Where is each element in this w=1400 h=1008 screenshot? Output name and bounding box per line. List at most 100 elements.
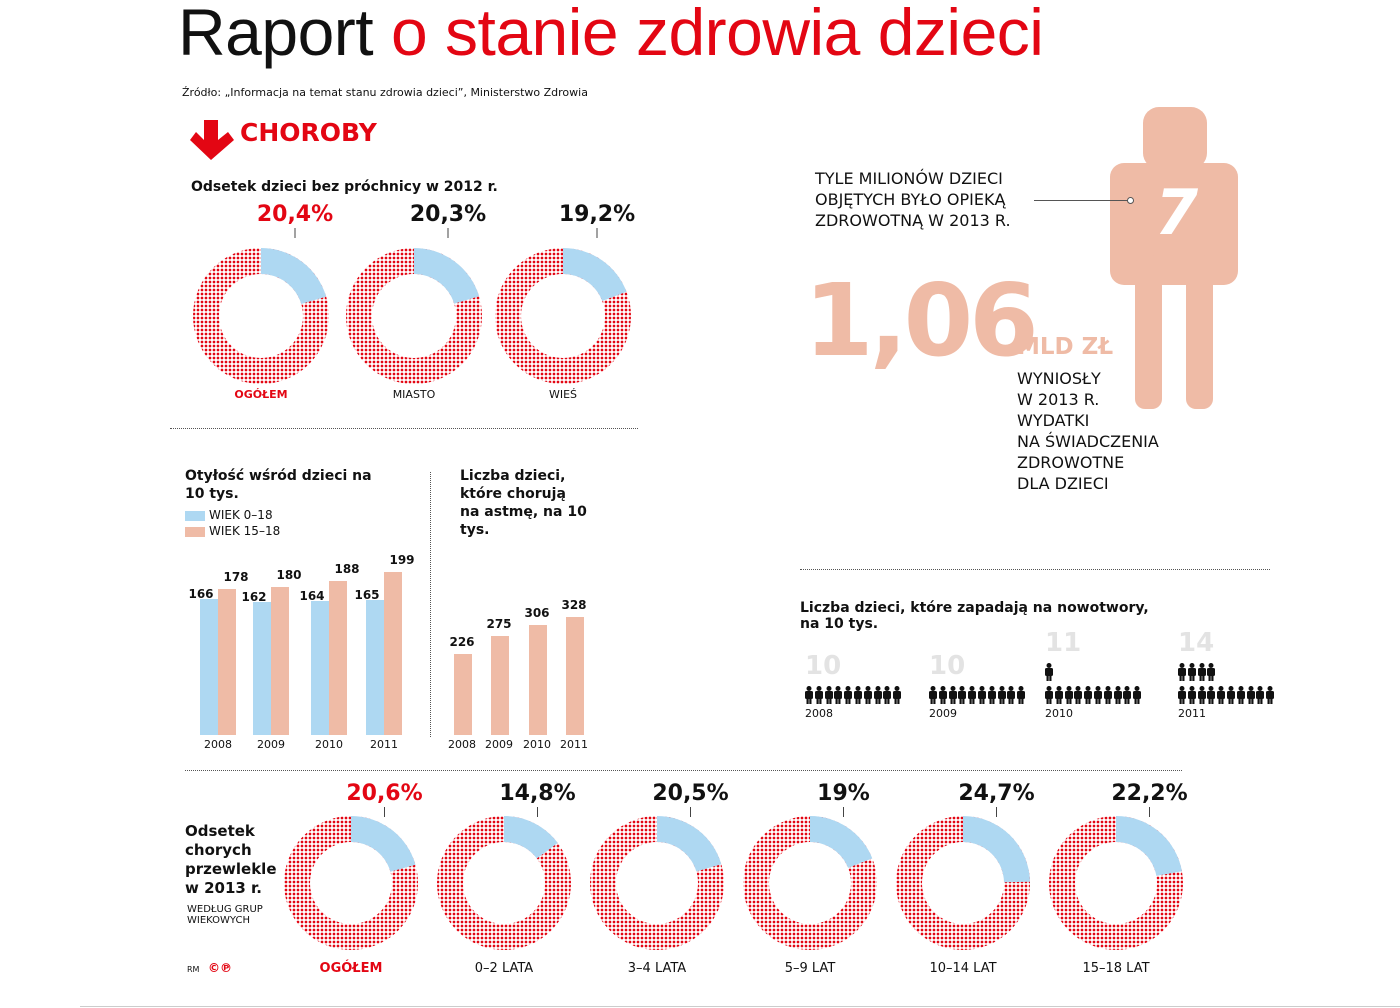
chronic-chart-subtitle: WEDŁUG GRUP WIEKOWYCH [187, 904, 263, 926]
bar [218, 589, 236, 735]
person-icon [1227, 686, 1235, 704]
person-icon [1207, 663, 1216, 681]
spending-desc: WYNIOSŁY W 2013 R. WYDATKI NA ŚWIADCZENI… [1017, 368, 1159, 494]
person-icon [1103, 686, 1112, 704]
donut [896, 807, 1030, 950]
person-icon [948, 686, 957, 704]
x-tick-label: 2011 [1178, 707, 1206, 720]
person-icon [1074, 686, 1083, 704]
bar [566, 616, 584, 735]
source-note: Źródło: „Informacja na temat stanu zdrow… [182, 86, 588, 99]
donut-segment [563, 248, 627, 302]
percent-label: 14,8% [499, 781, 576, 806]
arrow-down-icon [190, 120, 234, 160]
legend-item: WIEK 0–18 [185, 508, 273, 522]
donut-category-label: 3–4 LATA [627, 961, 687, 976]
child-silhouette-icon [1110, 107, 1238, 409]
percent-label: 19% [817, 781, 870, 806]
percent-label: 20,5% [652, 781, 729, 806]
donut-segment [261, 248, 327, 305]
callout-number: 7 [1155, 176, 1199, 249]
person-icon [958, 686, 967, 704]
donut-category-label: 15–18 LAT [1082, 961, 1150, 976]
donut-segment [657, 816, 722, 872]
percent-label: 24,7% [958, 781, 1035, 806]
donut-category-label: OGÓŁEM [234, 388, 288, 401]
donut [284, 807, 418, 950]
donut-segment [963, 816, 1030, 883]
percent-label: 20,4% [256, 202, 334, 227]
x-tick-label: 2011 [560, 738, 588, 751]
person-icon [1207, 686, 1216, 704]
x-tick-label: 2008 [448, 738, 476, 751]
person-icon [1017, 686, 1026, 704]
divider [800, 569, 1270, 570]
bar-value-label: 164 [299, 588, 325, 603]
person-icon [1178, 686, 1186, 704]
x-tick-label: 2009 [929, 707, 957, 720]
person-icon [929, 686, 937, 704]
donut-category-label: WIEŚ [548, 388, 578, 401]
person-icon [1054, 686, 1063, 704]
title-black: Raport [178, 0, 374, 69]
asthma-chart-title: Liczba dzieci, które chorują na astmę, n… [460, 468, 587, 538]
x-tick-label: 2010 [1045, 707, 1073, 720]
desc-line: DLA DZIECI [1017, 474, 1109, 493]
bottom-rule [80, 1006, 1400, 1007]
desc-line: ZDROWOTNE [1017, 453, 1125, 472]
bar-value-label: 275 [486, 617, 512, 631]
donut [495, 228, 631, 384]
page-title: Raport o stanie zdrowia dzieci [178, 0, 1044, 70]
person-icon [1123, 686, 1132, 704]
person-icon [1113, 686, 1122, 704]
person-icon [1187, 686, 1196, 704]
bar [329, 580, 347, 735]
donut-category-label: 10–14 LAT [929, 961, 997, 976]
person-icon [824, 686, 833, 704]
caries-chart-title: Odsetek dzieci bez próchnicy w 2012 r. [191, 179, 498, 195]
person-icon [883, 686, 892, 704]
person-icon [1197, 686, 1206, 704]
donut-category-label: 0–2 LATA [474, 961, 534, 976]
donut [346, 228, 482, 384]
bar-value-label: 178 [223, 570, 249, 585]
bar-value-label: 306 [524, 605, 550, 620]
percent-label: 22,2% [1111, 781, 1188, 806]
percent-label: 19,2% [558, 202, 636, 227]
x-tick-label: 2008 [204, 738, 232, 751]
person-icon [844, 686, 853, 704]
bar [200, 598, 218, 735]
percent-label: 20,6% [346, 781, 423, 806]
bar-value-label: 166 [188, 586, 214, 601]
percent-label: 20,3% [409, 202, 487, 227]
legend-swatch-salmon [185, 526, 205, 537]
spending-value: 1,06 [804, 262, 1039, 379]
person-icon [1217, 686, 1226, 704]
section-title: CHOROBY [240, 118, 377, 147]
pictogram-value: 10 [805, 651, 842, 681]
donut [437, 807, 571, 950]
bar [366, 599, 384, 735]
desc-line: W 2013 R. [1017, 390, 1100, 409]
desc-line: WYNIOSŁY [1017, 369, 1101, 388]
bar-value-label: 188 [334, 561, 360, 576]
bar-value-label: 180 [276, 568, 302, 583]
person-icon [997, 686, 1006, 704]
person-icon [938, 686, 947, 704]
person-icon [1007, 686, 1016, 704]
person-icon [1084, 686, 1093, 704]
spending-unit: MLD ZŁ [1017, 334, 1114, 360]
person-icon [893, 686, 902, 704]
bar-value-label: 226 [449, 634, 475, 649]
x-tick-label: 2009 [257, 738, 285, 751]
person-icon [987, 686, 996, 704]
person-icon [834, 686, 843, 704]
person-icon [978, 686, 986, 704]
pictogram-value: 10 [929, 651, 966, 681]
divider [170, 428, 638, 429]
donut-segment [414, 248, 480, 304]
person-icon [1064, 686, 1073, 704]
donut [1049, 807, 1183, 950]
